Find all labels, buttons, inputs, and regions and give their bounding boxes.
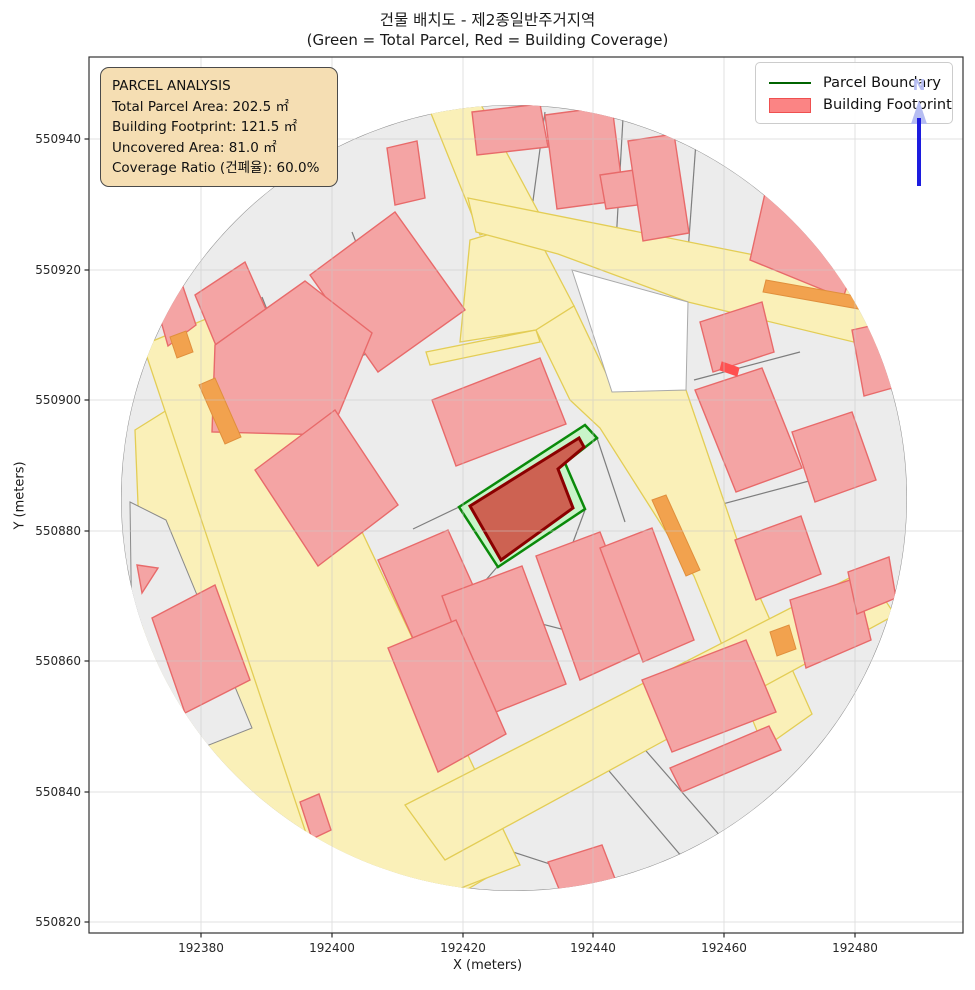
y-tick-label: 550860 [35, 654, 81, 668]
north-arrow: N [911, 76, 927, 186]
building [599, 527, 695, 663]
y-tick-label: 550920 [35, 263, 81, 277]
y-axis-label: Y (meters) [12, 461, 28, 530]
road [425, 329, 541, 366]
building-footprint-patch-swatch [769, 97, 811, 113]
building [299, 793, 332, 840]
gridlines [89, 57, 963, 933]
building [851, 317, 907, 397]
map-layers [121, 105, 907, 891]
y-tick-label: 550840 [35, 785, 81, 799]
red-mark-layer [719, 361, 740, 377]
north-label: N [913, 76, 926, 94]
tick-marks [84, 138, 856, 938]
building [641, 639, 777, 753]
building [734, 515, 822, 601]
building [431, 357, 567, 467]
y-tick-label: 550940 [35, 132, 81, 146]
analysis-uncovered: Uncovered Area: 81.0 ㎡ [112, 139, 277, 156]
x-tick-label: 192440 [570, 941, 616, 955]
building [694, 367, 803, 493]
analysis-title: PARCEL ANALYSIS [112, 78, 231, 94]
nodata-patch [571, 269, 689, 393]
parcel-line [412, 506, 460, 530]
x-tick-label: 192420 [440, 941, 486, 955]
north-arrowhead-icon [911, 100, 927, 124]
highlight-building-footprint [467, 435, 586, 563]
orange-patch [198, 377, 242, 445]
orange-patch [169, 330, 194, 359]
page-title: 건물 배치도 - 제2종일반주거지역 [379, 11, 596, 29]
x-tick-label: 192460 [701, 941, 747, 955]
y-tick-label: 550900 [35, 393, 81, 407]
x-tick-label: 192400 [309, 941, 355, 955]
building [254, 408, 399, 568]
nodata-patch-layer [571, 269, 689, 393]
orange-patch-layer [169, 279, 885, 657]
plot-frame [88, 56, 964, 934]
analysis-footprint: Building Footprint: 121.5 ㎡ [112, 119, 298, 135]
building [699, 301, 775, 373]
parcel-analysis-box: PARCEL ANALYSIS Total Parcel Area: 202.5… [100, 67, 338, 187]
building [669, 725, 782, 793]
parcel-line [596, 437, 626, 523]
building [136, 564, 160, 595]
orange-patch [769, 624, 797, 657]
analysis-total-area: Total Parcel Area: 202.5 ㎡ [112, 98, 289, 115]
building [789, 577, 872, 669]
building [387, 619, 507, 773]
page-subtitle: (Green = Total Parcel, Red = Building Co… [306, 31, 669, 49]
building [693, 105, 737, 125]
x-axis-label: X (meters) [452, 958, 523, 973]
building [471, 105, 549, 156]
building [386, 140, 426, 206]
parcel-boundary-line-swatch [769, 82, 811, 84]
legend-item-parcel-boundary: Parcel Boundary [769, 72, 942, 94]
analysis-coverage: Coverage Ratio (건폐율): 60.0% [112, 160, 320, 176]
red-mark [719, 361, 740, 377]
parcel-line [693, 351, 801, 381]
x-tick-label: 192480 [832, 941, 878, 955]
y-tick-label: 550880 [35, 524, 81, 538]
y-tick-label: 550820 [35, 915, 81, 929]
legend-label: Parcel Boundary [823, 75, 941, 91]
x-tick-label: 192380 [178, 941, 224, 955]
building [591, 105, 644, 114]
parcel-line [597, 757, 689, 865]
building [627, 133, 690, 242]
orange-patch [651, 494, 701, 577]
